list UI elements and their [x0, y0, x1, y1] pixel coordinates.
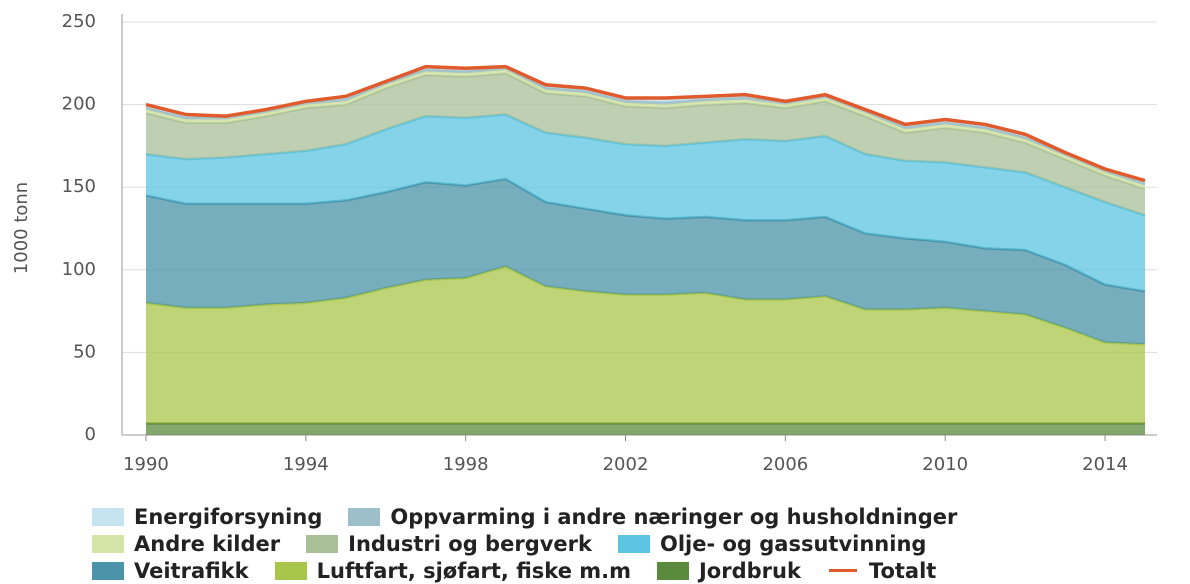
chart: 1000 tonn 0 50 100 150 200 250 1990 1994 1998 200…	[11, 11, 1157, 475]
x-tick-label: 1990	[123, 454, 169, 475]
legend-swatch	[92, 507, 124, 526]
legend-item: Andre kilder	[92, 532, 280, 556]
legend-item: Oppvarming i andre næringer og husholdni…	[348, 505, 957, 529]
legend-item: Totalt	[827, 559, 936, 583]
legend-row: Veitrafikk Luftfart, sjøfart, fiske m.m Jo…	[92, 557, 1172, 584]
x-tick-label: 2002	[603, 454, 649, 475]
y-tick-label: 250	[62, 11, 96, 32]
legend-swatch	[656, 561, 689, 580]
legend-swatch	[92, 561, 124, 580]
x-tick-label: 2010	[922, 454, 968, 475]
legend-label: Jordbruk	[698, 558, 801, 583]
legend-label: Andre kilder	[134, 531, 281, 556]
legend-label: Veitrafikk	[134, 558, 249, 583]
y-tick-label: 0	[85, 424, 96, 445]
legend-item: Industri og bergverk	[306, 532, 592, 556]
area	[145, 114, 1146, 292]
legend-label: Totalt	[868, 558, 937, 583]
legend-row: Energiforsyning Oppvarming i andre næring…	[92, 503, 1172, 530]
legend: Energiforsyning Oppvarming i andre næring…	[92, 503, 1172, 584]
legend-row: Andre kilder Industri og bergverk Olje- og…	[92, 530, 1172, 557]
legend-swatch	[617, 534, 650, 553]
legend-item: Luftfart, sjøfart, fiske m.m	[274, 558, 631, 583]
y-axis-label: 1000 tonn	[11, 182, 32, 274]
y-tick-label: 200	[62, 94, 96, 115]
legend-item: Veitrafikk	[92, 559, 249, 583]
area	[145, 178, 1146, 345]
x-tick-label: 2006	[762, 454, 808, 475]
legend-swatch	[274, 561, 307, 580]
x-tick-label: 2014	[1082, 454, 1128, 475]
legend-item: Olje- og gassutvinning	[617, 531, 927, 556]
x-tick-label: 1998	[443, 454, 489, 475]
y-tick-label: 100	[62, 259, 96, 280]
area	[145, 266, 1146, 424]
y-tick-label: 150	[62, 176, 96, 197]
x-tick-label: 1994	[283, 454, 329, 475]
legend-swatch	[306, 534, 339, 553]
y-tick-label: 50	[73, 341, 96, 362]
line	[145, 64, 1146, 183]
legend-swatch	[92, 534, 124, 553]
area	[145, 73, 1146, 216]
legend-item: Energiforsyning	[92, 505, 322, 529]
legend-label: Olje- og gassutvinning	[659, 531, 927, 556]
legend-item: Jordbruk	[656, 558, 801, 583]
legend-label: Oppvarming i andre næringer og husholdni…	[390, 504, 958, 529]
legend-swatch	[828, 569, 857, 572]
legend-label: Energiforsyning	[134, 504, 323, 529]
area	[145, 423, 1146, 435]
legend-label: Industri og bergverk	[348, 531, 592, 556]
legend-label: Luftfart, sjøfart, fiske m.m	[316, 558, 631, 583]
legend-swatch	[348, 507, 381, 526]
